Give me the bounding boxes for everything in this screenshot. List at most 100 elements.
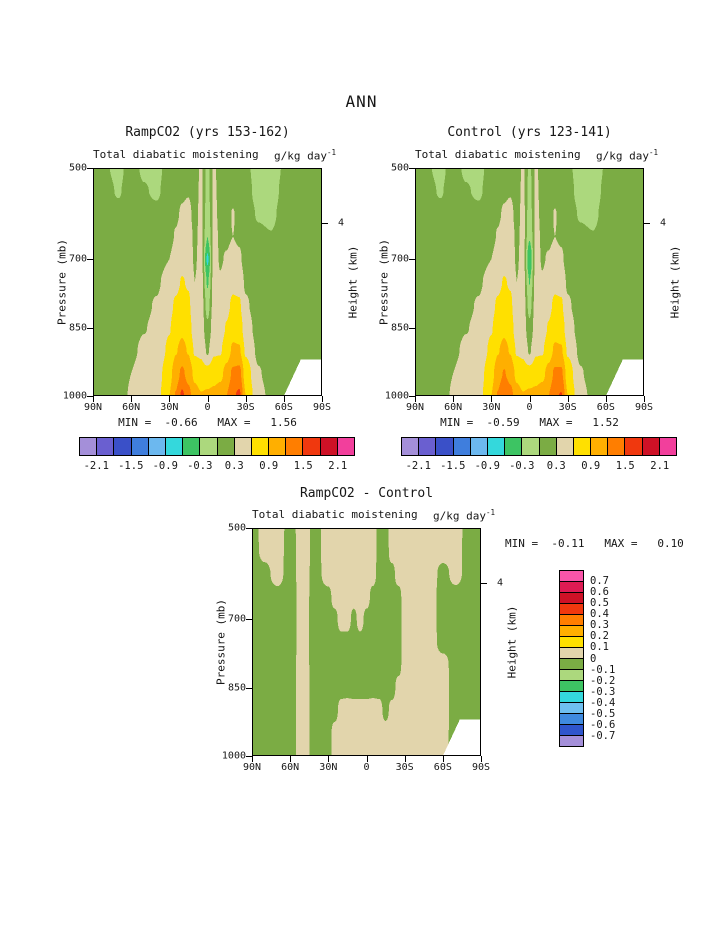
- colorbar-tick-label: 0.5: [590, 597, 609, 610]
- x-tick-mark: [366, 756, 368, 762]
- colorbar-cell: [217, 438, 234, 455]
- colorbar-cell: [560, 648, 583, 658]
- x-tick-labels: 90N 60N 30N 0 30S 60S 90S: [243, 762, 490, 775]
- colorbar-cell: [114, 438, 131, 455]
- colorbar-cell: [487, 438, 505, 455]
- contour-field-canvas: [93, 168, 322, 396]
- colorbar: [401, 437, 677, 456]
- x-tick-label: 60S: [274, 402, 293, 413]
- colorbar-cell: [560, 582, 583, 592]
- height-tick-mark: [322, 222, 328, 224]
- x-tick-mark: [415, 396, 416, 402]
- y-tick-mark: [87, 259, 93, 261]
- stats-text: MIN = -0.59 MAX = 1.52: [440, 416, 619, 429]
- colorbar-cell: [573, 438, 591, 455]
- colorbar-tick-label: -2.1: [405, 460, 431, 472]
- colorbar-labels: 0.7 0.6 0.5 0.4 0.3 0.2 0.1 0 -0.1 -0.2 -0.3 -0.4 -0…: [590, 570, 624, 747]
- y-tick-mark: [246, 619, 252, 621]
- colorbar-cell: [200, 438, 217, 455]
- stats-text: MIN = -0.11 MAX = 0.10: [505, 537, 684, 550]
- y-tick-mark: [409, 259, 415, 261]
- colorbar-tick-label: -1.5: [440, 460, 466, 472]
- x-tick-label: 60N: [444, 402, 463, 413]
- colorbar-cell: [625, 438, 642, 455]
- colorbar-tick-label: -0.5: [590, 707, 616, 720]
- x-tick-label: 90S: [634, 402, 654, 413]
- y-tick-label: 1000: [384, 390, 409, 402]
- colorbar-tick-label: 1.5: [615, 460, 635, 472]
- colorbar-tick-label: 0: [590, 652, 597, 665]
- colorbar-cell: [505, 438, 522, 455]
- colorbar-tick-label: -0.3: [187, 460, 213, 472]
- panel-title: RampCO2 - Control: [299, 486, 434, 501]
- colorbar-tick-label: -0.3: [509, 460, 535, 472]
- x-tick-mark: [404, 756, 406, 762]
- colorbar: [559, 570, 584, 747]
- x-tick-mark: [93, 396, 94, 402]
- height-axis-label: Height (km): [505, 605, 519, 679]
- colorbar-cell: [402, 438, 419, 455]
- y-tick-mark: [409, 168, 415, 169]
- x-tick-mark: [169, 396, 171, 402]
- height-axis-label: Height (km): [346, 245, 360, 319]
- x-tick-mark: [328, 756, 330, 762]
- y-tick-mark: [87, 396, 93, 397]
- y-tick-mark: [246, 687, 252, 689]
- x-tick-label: 30N: [482, 402, 501, 413]
- colorbar-labels: -2.1 -1.5 -0.9 -0.3 0.3 0.9 1.5 2.1: [79, 460, 355, 473]
- colorbar-cell: [522, 438, 539, 455]
- x-tick-mark: [605, 396, 607, 402]
- height-axis-label: Height (km): [668, 245, 682, 319]
- colorbar-cell: [269, 438, 286, 455]
- x-tick-label: 60S: [596, 402, 615, 413]
- y-tick-mark: [409, 327, 415, 329]
- x-tick-mark: [491, 396, 493, 402]
- height-tick-label: 4: [496, 577, 503, 589]
- x-tick-label: 30S: [558, 402, 577, 413]
- colorbar-cell: [560, 659, 583, 669]
- colorbar-cell: [556, 438, 573, 455]
- x-tick-label: 90N: [83, 402, 103, 413]
- colorbar-tick-label: -0.6: [590, 718, 616, 731]
- x-tick-mark: [481, 756, 482, 762]
- colorbar-cell: [97, 438, 114, 455]
- stats-text: MIN = -0.66 MAX = 1.56: [118, 416, 297, 429]
- colorbar-tick-label: 0.2: [590, 630, 609, 643]
- colorbar-tick-label: 0.3: [224, 460, 244, 472]
- y-tick-label: 500: [227, 522, 246, 534]
- height-tick-label: 4: [659, 217, 666, 229]
- colorbar-cell: [251, 438, 269, 455]
- x-tick-mark: [131, 396, 133, 402]
- x-tick-label: 90N: [242, 762, 262, 773]
- colorbar-cell: [560, 615, 583, 625]
- y-tick-mark: [87, 327, 93, 329]
- y-tick-label: 1000: [221, 750, 246, 762]
- y-tick-label: 500: [68, 162, 87, 174]
- panel-subtitle: Total diabatic moistening g/kg day-1: [252, 508, 495, 523]
- colorbar-tick-label: -0.2: [590, 674, 616, 687]
- x-tick-label: 60N: [281, 762, 300, 773]
- colorbar-cell: [183, 438, 200, 455]
- y-tick-mark: [409, 396, 415, 397]
- colorbar-cell: [234, 438, 251, 455]
- x-tick-label: 0: [363, 762, 370, 773]
- x-tick-mark: [207, 396, 209, 402]
- x-tick-mark: [442, 756, 444, 762]
- colorbar-cell: [320, 438, 337, 455]
- x-tick-label: 90N: [405, 402, 425, 413]
- colorbar-tick-label: 0.1: [590, 641, 609, 654]
- colorbar-cell: [560, 725, 583, 735]
- colorbar-cell: [560, 626, 583, 636]
- y-tick-label: 700: [227, 613, 246, 625]
- x-tick-mark: [644, 396, 645, 402]
- colorbar-cell: [560, 703, 583, 713]
- colorbar-cell: [560, 571, 583, 581]
- x-tick-mark: [245, 396, 247, 402]
- x-tick-label: 90S: [471, 762, 491, 773]
- colorbar-tick-label: -0.1: [590, 663, 616, 676]
- colorbar-cell: [539, 438, 556, 455]
- units-label: g/kg day-1: [432, 508, 495, 523]
- contour-field-canvas: [252, 528, 481, 756]
- colorbar-cell: [591, 438, 608, 455]
